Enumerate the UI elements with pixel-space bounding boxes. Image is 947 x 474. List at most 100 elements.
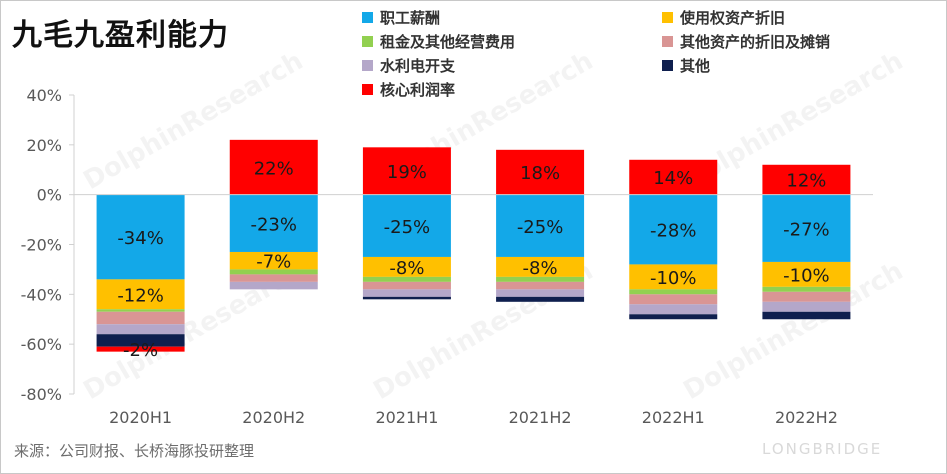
legend-swatch xyxy=(362,12,373,23)
bar-segment xyxy=(362,194,451,257)
bar-segment xyxy=(229,274,318,282)
bars: -34% -12% -2% -23% -7% 22% -25% -8% 19% -25% -8% 18… xyxy=(96,139,851,361)
data-label: -10% xyxy=(783,265,830,286)
bar-segment xyxy=(362,281,451,290)
data-label: 22% xyxy=(254,158,294,179)
bar-segment xyxy=(362,296,451,300)
data-label: -7% xyxy=(256,252,291,273)
bar-segment xyxy=(629,159,718,195)
y-tick-label: 0% xyxy=(37,186,62,205)
bar-segment xyxy=(762,164,851,195)
bar-segment xyxy=(229,281,318,290)
bar-segment xyxy=(229,194,318,252)
bar-segment xyxy=(629,304,718,315)
legend-label: 水利电开支 xyxy=(380,57,456,75)
data-label: -27% xyxy=(783,219,830,240)
x-tick-label: 2022H1 xyxy=(642,408,705,427)
data-label: -25% xyxy=(384,217,431,238)
x-tick-label: 2022H2 xyxy=(775,408,838,427)
source-note: 来源：公司财报、长桥海豚投研整理 xyxy=(14,442,255,460)
bar-segment xyxy=(762,286,851,292)
data-label: -23% xyxy=(250,214,297,235)
legend-swatch xyxy=(662,60,673,71)
data-label: -34% xyxy=(117,228,164,249)
data-label: 18% xyxy=(520,163,560,184)
legend-label: 其他资产的折旧及摊销 xyxy=(680,33,831,51)
legend-swatch xyxy=(362,60,373,71)
bar-segment xyxy=(629,194,718,265)
x-tick-label: 2020H1 xyxy=(109,408,172,427)
data-label: -8% xyxy=(389,258,424,279)
legend-item: 租金及其他经营费用 xyxy=(362,31,515,52)
bar-segment xyxy=(496,256,585,277)
bar-segment xyxy=(362,289,451,297)
bar-segment xyxy=(362,147,451,195)
bar-segment xyxy=(629,294,718,305)
data-label: 12% xyxy=(786,171,826,192)
legend-item: 其他资产的折旧及摊销 xyxy=(662,31,830,52)
y-tick-label: -80% xyxy=(21,385,62,404)
legend-label: 租金及其他经营费用 xyxy=(380,33,516,51)
data-label: -25% xyxy=(517,217,564,238)
bar-segment xyxy=(496,281,585,290)
bar-segment xyxy=(762,291,851,302)
legend-label: 使用权资产折旧 xyxy=(680,9,786,27)
legend-swatch xyxy=(662,36,673,47)
bar-segment xyxy=(96,309,185,312)
bar-segment xyxy=(496,149,585,195)
bar-segment xyxy=(96,311,185,325)
x-tick-label: 2021H1 xyxy=(375,408,438,427)
data-label: -10% xyxy=(650,268,697,289)
bar-segment xyxy=(762,194,851,262)
bar-segment xyxy=(496,289,585,297)
bar-segment xyxy=(229,251,318,270)
bar-segment xyxy=(629,314,718,320)
bar-segment xyxy=(496,296,585,302)
legend: 职工薪酬 使用权资产折旧租金及其他经营费用 其他资产的折旧及摊销水利电开支 其他核心利… xyxy=(0,0,947,110)
bar-segment xyxy=(496,276,585,282)
bar-segment xyxy=(629,264,718,290)
data-label: -8% xyxy=(523,258,558,279)
bar-segment xyxy=(762,301,851,312)
legend-swatch xyxy=(662,12,673,23)
bar-segment xyxy=(362,276,451,282)
legend-label: 职工薪酬 xyxy=(380,9,441,27)
y-axis: 40% 20% 0% -20% -40% -60% -80% xyxy=(21,86,75,404)
data-label: -2% xyxy=(123,340,158,361)
bar-segment xyxy=(229,139,318,195)
bar-segment xyxy=(496,194,585,257)
x-tick-label: 2021H2 xyxy=(509,408,572,427)
chart-title: 九毛九盈利能力 xyxy=(12,18,229,53)
data-label: 14% xyxy=(653,168,693,189)
legend-swatch xyxy=(362,84,373,95)
data-label: -28% xyxy=(650,221,697,242)
legend-item: 核心利润率 xyxy=(362,79,455,100)
brand-watermark: LONGBRIDGE xyxy=(762,440,883,458)
bar-segment xyxy=(96,324,185,335)
bar-segment xyxy=(96,279,185,310)
bar-segment xyxy=(96,334,185,347)
y-tick-label: -40% xyxy=(21,285,62,304)
y-tick-label: -20% xyxy=(21,236,62,255)
legend-item: 使用权资产折旧 xyxy=(662,7,785,28)
legend-item: 其他 xyxy=(662,55,710,76)
legend-label: 其他 xyxy=(680,57,711,75)
legend-swatch xyxy=(362,36,373,47)
y-tick-label: 40% xyxy=(26,86,62,105)
y-tick-label: -60% xyxy=(21,335,62,354)
bar-segment xyxy=(229,269,318,275)
bar-segment xyxy=(362,256,451,277)
data-label: 19% xyxy=(387,162,427,183)
data-label: -12% xyxy=(117,285,164,306)
bar-segment xyxy=(629,289,718,295)
bar-segment xyxy=(762,311,851,320)
x-axis: 2020H1 2020H2 2021H1 2021H2 2022H1 2022H2 xyxy=(74,194,873,427)
x-tick-label: 2020H2 xyxy=(242,408,305,427)
legend-label: 核心利润率 xyxy=(380,81,456,99)
bar-segment xyxy=(96,346,185,352)
legend-item: 水利电开支 xyxy=(362,55,455,76)
bar-segment xyxy=(762,261,851,287)
bar-segment xyxy=(96,194,185,280)
legend-item: 职工薪酬 xyxy=(362,7,440,28)
